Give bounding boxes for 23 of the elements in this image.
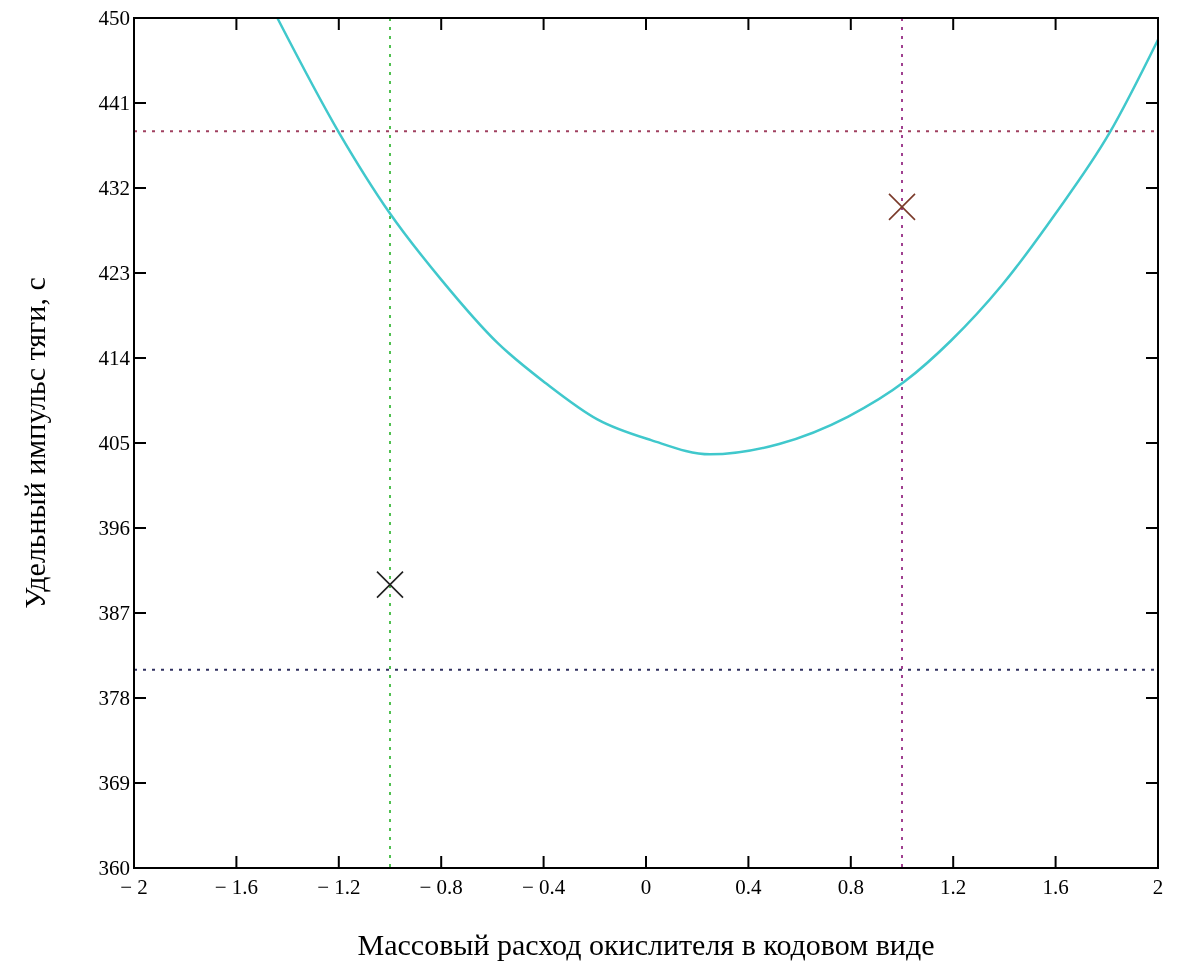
- y-tick-label: 450: [98, 6, 130, 30]
- x-tick-label: 0.4: [735, 875, 763, 899]
- x-tick-label: 0: [640, 875, 652, 899]
- x-tick-label: − 1.6: [214, 875, 259, 899]
- y-axis-title: Удельный импульс тяги, с: [18, 277, 51, 609]
- x-tick-label: 1.2: [940, 875, 967, 899]
- x-tick-label: − 0.8: [419, 875, 463, 899]
- x-tick-label: 1.6: [1042, 875, 1069, 899]
- x-tick-label: − 1.2: [317, 875, 361, 899]
- y-tick-label: 387: [98, 601, 130, 625]
- x-tick-label: 0.8: [837, 875, 864, 899]
- y-tick-label: 378: [98, 686, 130, 710]
- y-tick-label: 396: [98, 516, 130, 540]
- y-tick-label: 405: [98, 431, 130, 455]
- y-tick-label: 441: [98, 91, 130, 115]
- line-series: [276, 16, 1160, 456]
- x-axis-title: Массовый расход окислителя в кодовом виде: [357, 928, 935, 961]
- x-tick-label: 2: [1152, 875, 1164, 899]
- y-tick-label: 432: [98, 176, 130, 200]
- y-tick-label: 369: [98, 771, 130, 795]
- y-tick-label: 423: [98, 261, 130, 285]
- y-tick-label: 414: [98, 346, 131, 370]
- x-tick-label: − 0.4: [521, 875, 566, 899]
